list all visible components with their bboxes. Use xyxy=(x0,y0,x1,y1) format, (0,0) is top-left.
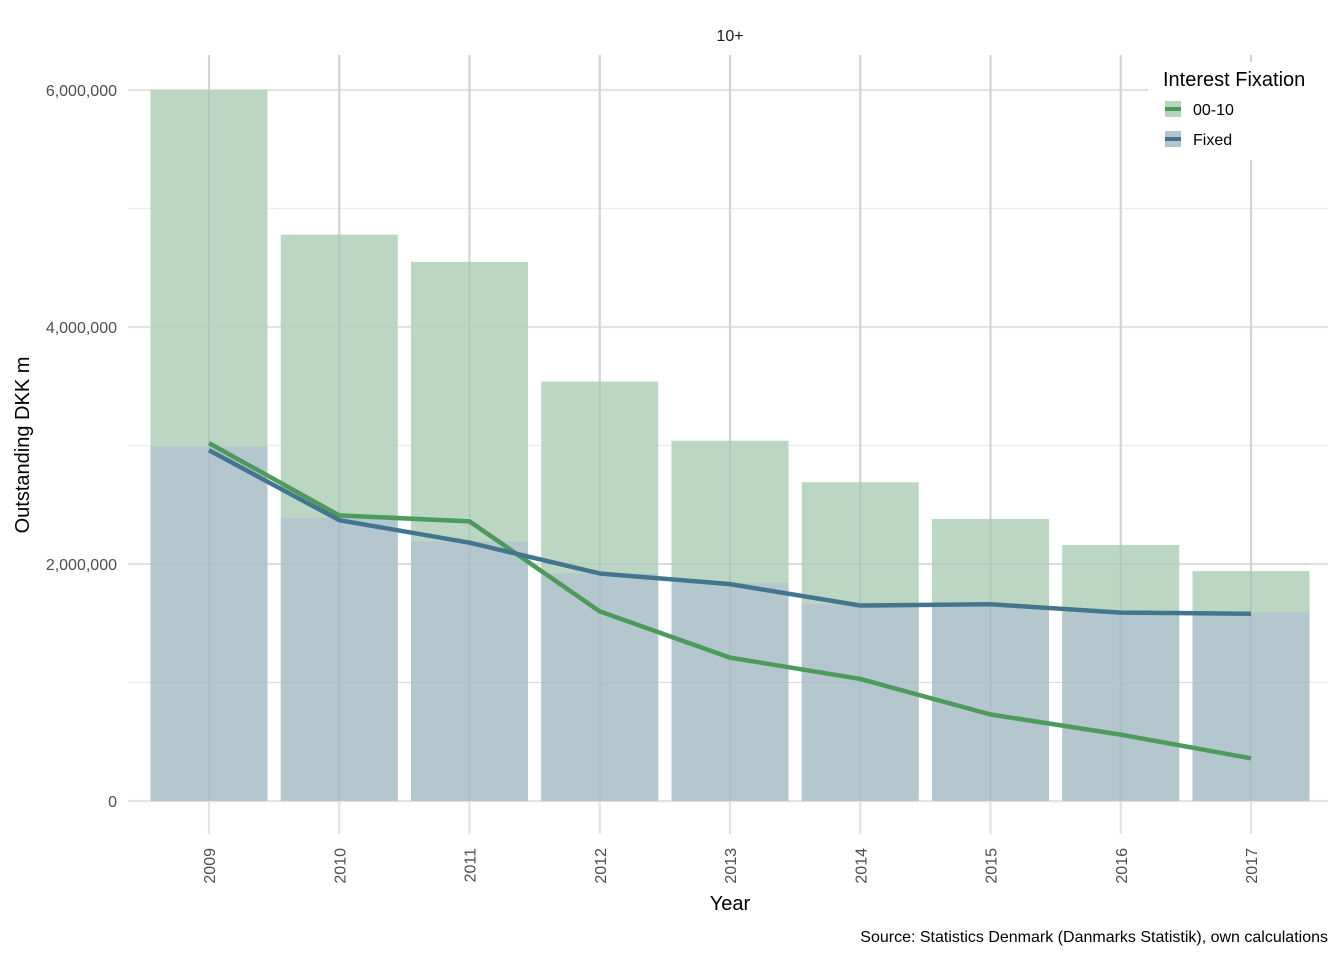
bar-fixed-2013 xyxy=(671,582,789,801)
bars-fixed xyxy=(148,55,1310,801)
legend-title: Interest Fixation xyxy=(1163,69,1305,91)
facet-label: 10+ xyxy=(716,28,743,45)
x-tick-label-2014: 2014 xyxy=(853,848,870,884)
y-tick-label-3: 6,000,000 xyxy=(46,83,117,100)
x-tick-label-2012: 2012 xyxy=(593,848,610,884)
y-axis-title: Outstanding DKK m xyxy=(12,357,34,534)
bar-fixed-2011 xyxy=(411,541,528,801)
series-lines xyxy=(207,441,1252,761)
x-tick-label-2016: 2016 xyxy=(1114,848,1131,884)
bar-fixed-2014 xyxy=(801,604,919,801)
y-tick-label-1: 2,000,000 xyxy=(46,557,117,574)
legend-entry-fixed: Fixed xyxy=(1165,131,1232,149)
bar-fixed-2017 xyxy=(1192,612,1310,801)
x-tick-label-2013: 2013 xyxy=(723,848,740,884)
bar-fixed-2010 xyxy=(280,517,398,801)
x-tick-label-2009: 2009 xyxy=(202,848,219,884)
x-tick-label-2010: 2010 xyxy=(332,848,349,884)
line-00-10 xyxy=(207,441,1252,761)
x-tick-label-2017: 2017 xyxy=(1244,848,1261,884)
x-tick-label-2015: 2015 xyxy=(984,848,1001,884)
y-tick-label-2: 4,000,000 xyxy=(46,320,117,337)
bar-fixed-2009 xyxy=(150,446,268,801)
line-fixed xyxy=(207,448,1252,617)
legend-label-00-10: 00-10 xyxy=(1193,102,1234,119)
y-tick-label-0: 0 xyxy=(108,794,117,811)
source-caption: Source: Statistics Denmark (Danmarks Sta… xyxy=(860,929,1328,946)
y-axis-tick-labels: 0 2,000,000 4,000,000 6,000,000 xyxy=(46,83,117,811)
bar-fixed-2016 xyxy=(1062,612,1180,801)
x-axis-tick-labels: 2009 2010 2011 2012 2013 2014 2015 2016 2017 xyxy=(202,848,1261,884)
legend-label-fixed: Fixed xyxy=(1193,132,1232,149)
legend-entry-00-10: 00-10 xyxy=(1165,101,1234,119)
x-tick-label-2011: 2011 xyxy=(463,848,480,883)
legend: Interest Fixation 00-10 Fixed xyxy=(1148,62,1338,160)
x-axis-title: Year xyxy=(710,893,751,915)
